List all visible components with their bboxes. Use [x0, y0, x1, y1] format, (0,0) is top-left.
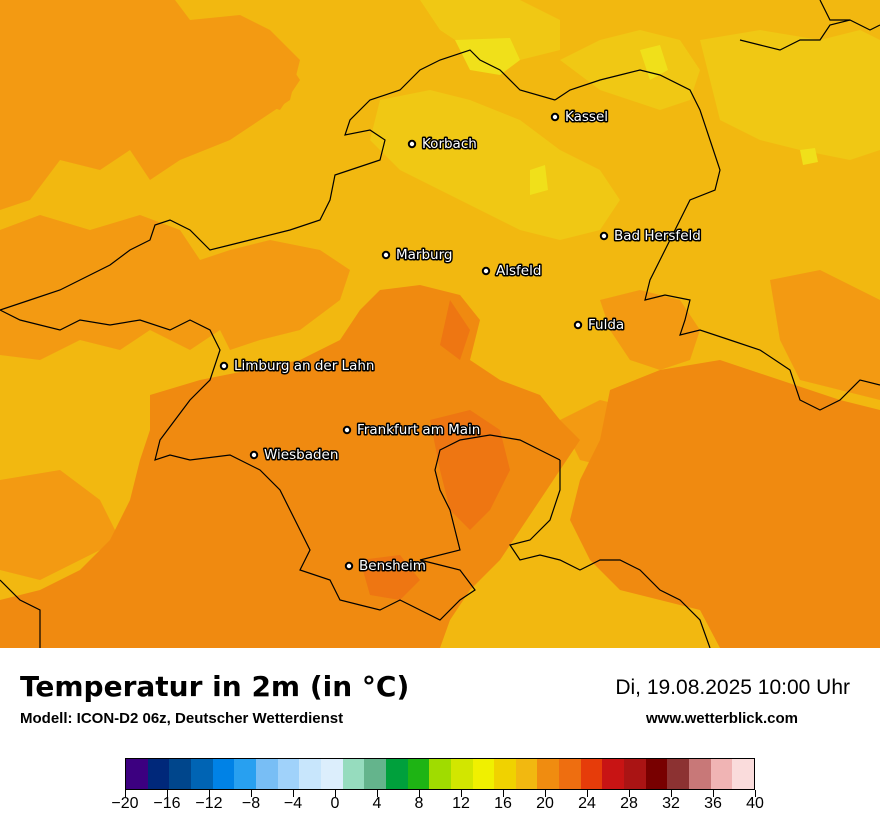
state-border	[0, 0, 880, 648]
legend-tick	[586, 790, 588, 797]
legend-color-cell	[169, 759, 191, 789]
legend-color-cell	[602, 759, 625, 789]
legend-tick-label: −20	[111, 795, 139, 812]
legend-color-cell	[710, 759, 733, 789]
model-subtitle: Modell: ICON-D2 06z, Deutscher Wetterdie…	[20, 710, 344, 727]
city-label-frankfurt-am-main: Frankfurt am Main	[357, 422, 480, 438]
legend-tick-label: 28	[620, 795, 638, 812]
legend-tick	[334, 790, 336, 797]
legend-tick-label: 4	[372, 795, 382, 812]
legend-tick-label: 0	[330, 795, 340, 812]
legend-color-cell	[689, 759, 711, 789]
temperature-field-14-16	[455, 38, 818, 195]
city-marker-alsfeld[interactable]	[481, 266, 491, 276]
city-label-korbach: Korbach	[422, 136, 477, 152]
legend-color-cell	[255, 759, 278, 789]
legend-tick	[712, 790, 714, 797]
city-marker-fulda[interactable]	[573, 320, 583, 330]
legend-tick-label: 8	[414, 795, 424, 812]
legend-color-cell	[364, 759, 386, 789]
temperature-field-16-18	[370, 0, 880, 240]
legend-tick-label: −16	[153, 795, 181, 812]
legend-tick-label: 20	[536, 795, 554, 812]
legend-tick-label: 36	[704, 795, 722, 812]
legend-tick	[628, 790, 630, 797]
legend-color-cell	[277, 759, 300, 789]
legend-tick	[166, 790, 168, 797]
legend-color-cell	[342, 759, 365, 789]
city-marker-bad-hersfeld[interactable]	[599, 231, 609, 241]
city-label-wiesbaden: Wiesbaden	[264, 447, 338, 463]
legend-color-cell	[732, 759, 755, 789]
legend-color-cell	[494, 759, 516, 789]
legend-tick	[502, 790, 504, 797]
legend-tick-label: 40	[746, 795, 764, 812]
color-legend-ticks	[124, 790, 756, 800]
city-label-bensheim: Bensheim	[359, 558, 426, 574]
legend-color-cell	[624, 759, 646, 789]
city-label-fulda: Fulda	[588, 317, 624, 333]
city-marker-kassel[interactable]	[550, 112, 560, 122]
legend-color-cell	[212, 759, 235, 789]
city-marker-korbach[interactable]	[407, 139, 417, 149]
color-legend-bar	[125, 758, 755, 790]
legend-color-cell	[234, 759, 256, 789]
city-label-alsfeld: Alsfeld	[496, 263, 541, 279]
legend-tick	[124, 790, 126, 797]
city-marker-bensheim[interactable]	[344, 561, 354, 571]
city-marker-limburg-an-der-lahn[interactable]	[219, 361, 229, 371]
legend-color-cell	[385, 759, 408, 789]
legend-color-cell	[580, 759, 603, 789]
legend-tick	[376, 790, 378, 797]
website-link[interactable]: www.wetterblick.com	[646, 710, 798, 727]
temperature-map[interactable]: Kassel Korbach Bad Hersfeld Marburg Alsfeld F…	[0, 0, 880, 648]
legend-color-cell	[667, 759, 690, 789]
legend-color-cell	[299, 759, 321, 789]
legend-color-cell	[147, 759, 170, 789]
legend-tick	[754, 790, 756, 797]
legend-color-cell	[450, 759, 473, 789]
legend-tick-label: 12	[452, 795, 470, 812]
city-marker-frankfurt-am-main[interactable]	[342, 425, 352, 435]
legend-tick-label: −4	[283, 795, 303, 812]
map-canvas: Kassel Korbach Bad Hersfeld Marburg Alsfeld F…	[0, 0, 880, 648]
city-label-kassel: Kassel	[565, 109, 608, 125]
temperature-field-24-26	[360, 300, 510, 600]
forecast-datetime: Di, 19.08.2025 10:00 Uhr	[615, 676, 850, 699]
city-label-marburg: Marburg	[396, 247, 452, 263]
legend-tick-label: −8	[241, 795, 261, 812]
color-legend-labels: −20 −16 −12 −8 −4 0 4 8 12 16 20 24 28 32 36 40	[111, 795, 763, 819]
map-title: Temperatur in 2m (in °C)	[20, 670, 410, 703]
legend-color-cell	[407, 759, 430, 789]
city-label-limburg-an-der-lahn: Limburg an der Lahn	[234, 358, 374, 374]
legend-color-cell	[190, 759, 213, 789]
legend-color-cell	[537, 759, 560, 789]
legend-color-cell	[645, 759, 668, 789]
legend-color-cell	[320, 759, 343, 789]
legend-tick-label: 16	[494, 795, 512, 812]
city-markers: Kassel Korbach Bad Hersfeld Marburg Alsfeld F…	[219, 108, 702, 576]
legend-tick-label: 24	[578, 795, 596, 812]
legend-tick	[418, 790, 420, 797]
legend-tick	[208, 790, 210, 797]
legend-tick	[292, 790, 294, 797]
legend-tick-label: −12	[195, 795, 223, 812]
legend-tick	[670, 790, 672, 797]
legend-tick	[460, 790, 462, 797]
legend-color-cell	[429, 759, 451, 789]
legend-tick-label: 32	[662, 795, 680, 812]
legend-tick	[544, 790, 546, 797]
legend-color-cell	[515, 759, 538, 789]
city-marker-wiesbaden[interactable]	[249, 450, 259, 460]
temperature-field-22-24	[0, 285, 880, 648]
legend-color-cell	[126, 759, 148, 789]
city-marker-marburg[interactable]	[381, 250, 391, 260]
legend-tick	[250, 790, 252, 797]
legend-color-cell	[559, 759, 581, 789]
city-label-bad-hersfeld: Bad Hersfeld	[614, 228, 701, 244]
legend-color-cell	[472, 759, 495, 789]
